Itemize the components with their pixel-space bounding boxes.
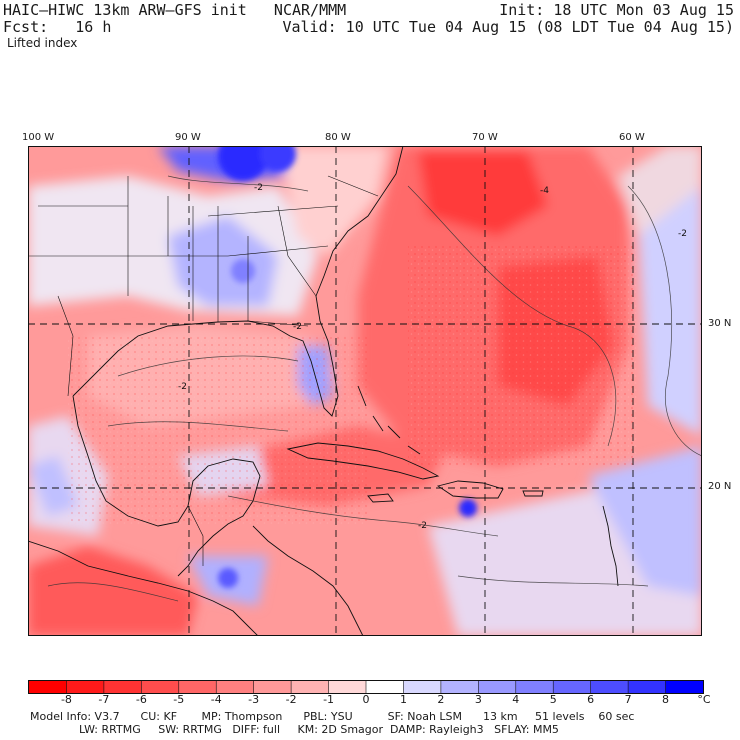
colorbar-swatch — [628, 681, 667, 693]
contour-line — [167, 175, 309, 192]
colorbar-unit: °C — [697, 693, 711, 706]
central-america-coast — [252, 525, 364, 636]
contour-label: -2 — [678, 229, 687, 239]
valid-time: Valid: 10 UTC Tue 04 Aug 15 (08 LDT Tue … — [282, 18, 734, 36]
contour-label: -4 — [540, 186, 549, 196]
colorbar-swatch — [291, 681, 330, 693]
lifted-index-map: -2 -4 -2 -2 -2 -2 — [28, 146, 702, 636]
colorbar-swatch — [553, 681, 592, 693]
colorbar-label: 8 — [662, 693, 670, 706]
colorbar-label: -3 — [248, 693, 260, 706]
mexico-coastline — [72, 395, 261, 577]
colorbar-swatch — [216, 681, 255, 693]
bahamas-outline — [357, 385, 421, 455]
southeast-blue-region — [588, 446, 702, 596]
colorbar-swatch — [403, 681, 442, 693]
colorbar-swatch — [590, 681, 629, 693]
contour-line — [47, 582, 179, 602]
colorbar-label: -1 — [323, 693, 335, 706]
colorbar-swatch — [366, 681, 404, 693]
colorbar-label: -5 — [173, 693, 185, 706]
colorbar-swatch — [665, 681, 704, 693]
field-name: Lifted index — [7, 36, 78, 50]
colorbar-swatch — [141, 681, 180, 693]
deep-blue-cell — [231, 259, 255, 283]
jamaica-outline — [367, 493, 394, 503]
colorbar-swatch — [253, 681, 292, 693]
header-title: HAIC–HIWC 13km ARW–GFS init NCAR/MMM — [3, 1, 347, 19]
lesser-antilles — [602, 505, 619, 587]
forecast-hour: Fcst: 16 h — [3, 18, 112, 36]
colorbar-swatch — [103, 681, 142, 693]
colorbar-label: 0 — [362, 693, 370, 706]
state-border — [207, 205, 339, 217]
contour-label: -2 — [178, 382, 187, 392]
colorbar-label: -2 — [285, 693, 297, 706]
colorbar-label: 3 — [474, 693, 482, 706]
init-time: Init: 18 UTC Mon 03 Aug 15 — [499, 1, 734, 19]
colorbar-swatch — [515, 681, 554, 693]
lon-label: 80 W — [325, 132, 351, 143]
lon-label: 100 W — [22, 132, 55, 143]
state-border — [247, 320, 309, 327]
colorbar-label: 5 — [549, 693, 557, 706]
colorbar-swatch — [66, 681, 105, 693]
colorbar-label: 7 — [624, 693, 632, 706]
lat-label: 20 N — [708, 481, 732, 492]
contour-line — [117, 355, 299, 377]
deep-blue-cell — [218, 568, 238, 588]
lon-label: 90 W — [175, 132, 201, 143]
country-border — [187, 505, 204, 566]
contour-line — [107, 421, 289, 432]
model-info-line2: LW: RRTMG SW: RRTMG DIFF: full KM: 2D Sm… — [30, 723, 559, 736]
carolinas-pale — [278, 146, 388, 256]
colorbar-label: 6 — [587, 693, 595, 706]
deep-blue-cell — [218, 146, 268, 181]
colorbar-label: 2 — [437, 693, 445, 706]
east-pale-band — [618, 146, 702, 236]
country-border — [57, 295, 74, 397]
colorbar-label: -4 — [210, 693, 222, 706]
pacific-red-region — [28, 546, 198, 636]
contour-label: -2 — [293, 322, 302, 332]
contour-line — [627, 185, 702, 457]
colorbar-swatch — [440, 681, 479, 693]
mexico-blue — [28, 456, 78, 516]
atlantic-very-red-core — [418, 151, 548, 236]
colorbar-label: 4 — [512, 693, 520, 706]
colorbar-label: -7 — [98, 693, 110, 706]
state-border — [277, 205, 317, 297]
lon-label: 60 W — [619, 132, 645, 143]
lon-label: 70 W — [472, 132, 498, 143]
state-border — [227, 245, 329, 257]
east-blue-band — [638, 186, 702, 436]
colorbar — [28, 680, 704, 694]
us-gulf-coastline — [72, 146, 404, 417]
colorbar-swatch — [29, 681, 67, 693]
colorbar-swatch — [478, 681, 517, 693]
contour-line — [227, 495, 499, 537]
colorbar-border — [28, 680, 704, 694]
cuba-outline — [286, 442, 440, 480]
colorbar-swatch — [178, 681, 217, 693]
deep-blue-cell — [459, 499, 477, 517]
colorbar-label: -8 — [60, 693, 72, 706]
state-border — [327, 175, 379, 197]
pacific-coastline — [28, 540, 259, 636]
lat-label: 30 N — [708, 318, 732, 329]
deep-blue-cell — [260, 146, 296, 172]
model-info-line1: Model Info: V3.7 CU: KF MP: Thompson PBL… — [30, 710, 635, 723]
contour-label: -2 — [254, 183, 263, 193]
contour-line — [457, 575, 649, 587]
colorbar-swatch — [328, 681, 367, 693]
hispaniola-outline — [436, 480, 504, 499]
colorbar-label: -6 — [135, 693, 147, 706]
puerto-rico-outline — [522, 490, 544, 497]
us-interior-blue — [168, 216, 278, 306]
contour-label: -2 — [418, 521, 427, 531]
contour-line — [407, 185, 617, 447]
colorbar-label: 1 — [399, 693, 407, 706]
